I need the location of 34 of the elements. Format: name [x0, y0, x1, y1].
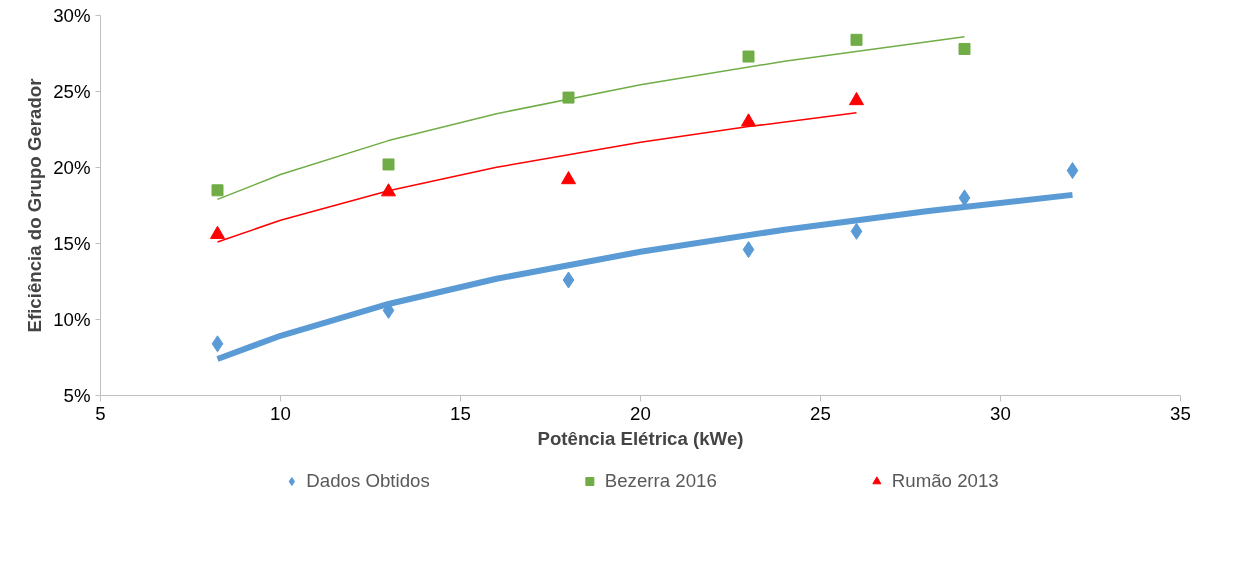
- point: [742, 241, 755, 259]
- y-tick-label: 5%: [63, 385, 91, 406]
- legend-label: Dados Obtidos: [306, 470, 430, 492]
- x-tick-label: 15: [450, 402, 471, 424]
- point: [562, 91, 575, 104]
- point: [211, 184, 224, 197]
- point: [381, 183, 396, 197]
- x-axis-title: Potência Elétrica (kWe): [537, 427, 744, 449]
- y-tick-label: 25%: [53, 81, 91, 102]
- point: [741, 113, 756, 127]
- point: [562, 271, 575, 289]
- y-tick-label: 20%: [53, 157, 91, 178]
- y-tick-label: 10%: [53, 309, 91, 330]
- point: [561, 171, 576, 185]
- x-tick-label: 10: [270, 402, 291, 424]
- point: [958, 42, 971, 55]
- point: [958, 189, 971, 207]
- legend-label: Rumão 2013: [891, 470, 999, 492]
- y-tick-label: 15%: [53, 233, 91, 254]
- point: [742, 50, 755, 63]
- point: [850, 222, 863, 240]
- point: [211, 335, 224, 353]
- y-axis-title: Eficiência do Grupo Gerador: [24, 78, 46, 333]
- x-tick-label: 5: [95, 402, 106, 424]
- x-tick-label: 25: [810, 402, 831, 424]
- legend-label: Bezerra 2016: [604, 470, 717, 492]
- x-tick-label: 30: [990, 402, 1011, 424]
- point: [1066, 162, 1079, 180]
- y-tick-label: 30%: [53, 5, 91, 26]
- point: [850, 33, 863, 46]
- point: [382, 158, 395, 171]
- point: [849, 92, 864, 106]
- x-tick-label: 20: [630, 402, 651, 424]
- x-tick-label: 35: [1170, 402, 1191, 424]
